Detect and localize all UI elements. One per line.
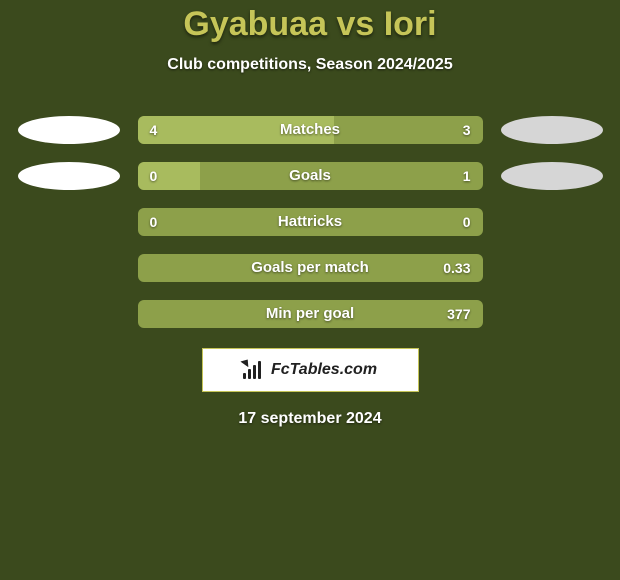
team-badge-left	[18, 116, 120, 144]
stat-value-right: 377	[447, 300, 470, 328]
brand-link[interactable]: FcTables.com	[202, 348, 419, 392]
stat-value-right: 0.33	[443, 254, 470, 282]
stat-label: Matches	[138, 116, 483, 144]
page-title: Gyabuaa vs Iori	[183, 5, 436, 44]
stat-label: Hattricks	[138, 208, 483, 236]
brand-text: FcTables.com	[271, 361, 377, 379]
stat-rows: 4Matches30Goals10Hattricks0Goals per mat…	[18, 116, 603, 346]
bar-chart-icon	[243, 361, 265, 379]
page-subtitle: Club competitions, Season 2024/2025	[167, 56, 452, 74]
date-text: 17 september 2024	[238, 410, 381, 428]
stat-row: Min per goal377	[18, 300, 603, 328]
stat-row: 4Matches3	[18, 116, 603, 144]
stat-bar: Min per goal377	[138, 300, 483, 328]
stat-bar: Goals per match0.33	[138, 254, 483, 282]
stat-row: 0Goals1	[18, 162, 603, 190]
stat-row: Goals per match0.33	[18, 254, 603, 282]
team-badge-right	[501, 116, 603, 144]
stat-bar: 4Matches3	[138, 116, 483, 144]
comparison-card: Gyabuaa vs Iori Club competitions, Seaso…	[0, 0, 620, 580]
team-badge-left	[18, 162, 120, 190]
stat-label: Goals	[138, 162, 483, 190]
team-badge-right	[501, 162, 603, 190]
stat-row: 0Hattricks0	[18, 208, 603, 236]
stat-bar: 0Goals1	[138, 162, 483, 190]
stat-value-right: 0	[463, 208, 471, 236]
stat-value-right: 1	[463, 162, 471, 190]
stat-label: Min per goal	[138, 300, 483, 328]
stat-value-right: 3	[463, 116, 471, 144]
stat-label: Goals per match	[138, 254, 483, 282]
stat-bar: 0Hattricks0	[138, 208, 483, 236]
